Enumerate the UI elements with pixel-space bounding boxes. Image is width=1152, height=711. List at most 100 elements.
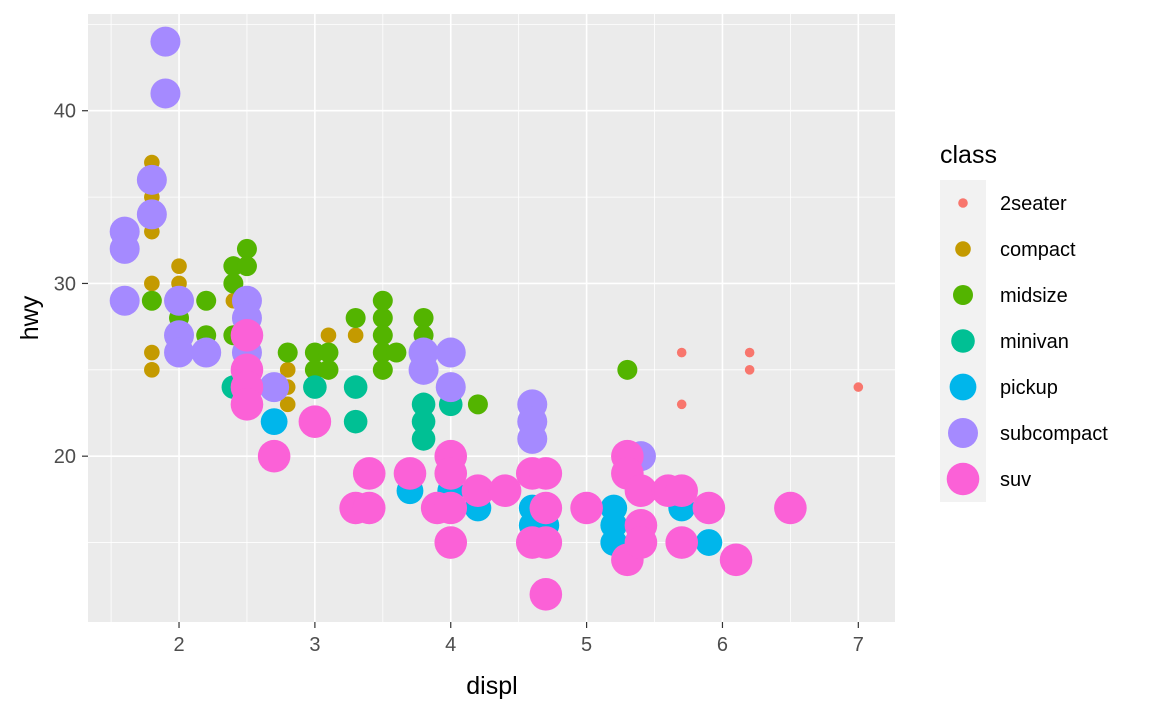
legend-item-minivan: minivan (940, 318, 1069, 364)
point-subcompact (136, 199, 167, 230)
point-midsize (386, 342, 407, 363)
point-midsize (617, 359, 638, 380)
point-midsize (318, 359, 339, 380)
y-tick-label: 30 (54, 273, 76, 295)
point-subcompact (136, 164, 167, 195)
legend-item-midsize: midsize (940, 272, 1068, 318)
point-minivan (411, 427, 436, 451)
point-subcompact (109, 233, 140, 264)
point-suv (774, 491, 807, 525)
legend-label-compact: compact (1000, 239, 1076, 261)
x-tick-label: 2 (173, 634, 184, 656)
point-subcompact (109, 285, 140, 316)
point-subcompact (435, 372, 466, 403)
point-suv (624, 526, 658, 559)
point-suv (461, 474, 495, 508)
legend-label-2seater: 2seater (1000, 193, 1067, 215)
point-midsize (372, 308, 393, 328)
legend-key-pickup (949, 373, 977, 401)
point-suv (434, 491, 468, 525)
point-2seater (744, 347, 755, 358)
point-subcompact (259, 372, 290, 403)
point-subcompact (150, 26, 181, 57)
legend-key-midsize (953, 285, 973, 305)
point-subcompact (164, 285, 195, 316)
y-tick-label: 20 (54, 446, 76, 468)
point-minivan (411, 392, 436, 417)
point-suv (665, 526, 698, 559)
point-suv (692, 491, 726, 525)
point-midsize (236, 238, 257, 259)
legend-item-suv: suv (940, 456, 1031, 502)
point-suv (434, 457, 468, 490)
point-subcompact (435, 337, 466, 368)
point-2seater (676, 399, 687, 410)
legend-key-minivan (951, 329, 975, 353)
point-2seater (676, 347, 687, 358)
point-suv (230, 318, 264, 352)
point-subcompact (150, 78, 181, 109)
point-suv (624, 474, 658, 508)
point-suv (393, 457, 427, 490)
data-points (109, 26, 864, 611)
point-suv (665, 474, 698, 508)
x-tick-label: 3 (309, 634, 320, 656)
point-midsize (236, 256, 257, 277)
legend-key-2seater (958, 198, 968, 208)
x-tick-label: 6 (717, 634, 728, 656)
point-suv (488, 474, 522, 508)
point-suv (434, 526, 468, 559)
point-compact (320, 327, 337, 344)
point-suv (529, 457, 563, 490)
point-suv (230, 388, 264, 421)
point-subcompact (517, 423, 548, 454)
legend-item-subcompact: subcompact (940, 410, 1108, 456)
point-subcompact (191, 337, 222, 368)
y-axis-title: hwy (16, 295, 44, 340)
point-compact (144, 344, 160, 361)
legend-label-pickup: pickup (1000, 377, 1058, 399)
point-midsize (467, 394, 488, 415)
point-compact (279, 362, 296, 378)
point-suv (352, 457, 386, 490)
point-subcompact (164, 337, 195, 368)
point-suv (298, 405, 332, 438)
point-minivan (303, 375, 327, 399)
panel-background (88, 14, 895, 622)
point-midsize (318, 342, 339, 363)
y-tick-label: 40 (54, 101, 76, 123)
point-midsize (277, 342, 298, 363)
point-suv (529, 526, 563, 559)
point-compact (144, 275, 160, 292)
point-subcompact (408, 354, 439, 385)
legend-label-subcompact: subcompact (1000, 423, 1108, 445)
point-midsize (413, 308, 434, 328)
x-tick-label: 5 (581, 634, 592, 656)
legend-key-suv (946, 462, 980, 496)
point-minivan (343, 375, 368, 399)
legend-label-suv: suv (1000, 469, 1031, 491)
legend-label-minivan: minivan (1000, 331, 1069, 353)
point-compact (347, 327, 364, 344)
legend-item-2seater: 2seater (940, 180, 1067, 226)
point-suv (352, 491, 386, 525)
point-midsize (196, 290, 217, 311)
plot-panel (88, 14, 895, 622)
point-suv (529, 491, 563, 525)
legend: class 2seater compact midsize minivan pickup… (940, 141, 1108, 502)
x-tick-label: 7 (853, 634, 864, 656)
legend-label-midsize: midsize (1000, 285, 1068, 307)
point-midsize (372, 359, 393, 380)
point-suv (570, 491, 603, 525)
point-suv (257, 439, 291, 473)
legend-title: class (940, 141, 997, 169)
legend-key-subcompact (948, 418, 978, 448)
point-midsize (141, 290, 162, 311)
legend-key-compact (955, 241, 971, 257)
point-2seater (744, 365, 755, 375)
point-compact (171, 258, 187, 274)
point-suv (719, 543, 753, 577)
x-axis-title: displ (466, 672, 517, 700)
legend-item-pickup: pickup (940, 364, 1058, 410)
